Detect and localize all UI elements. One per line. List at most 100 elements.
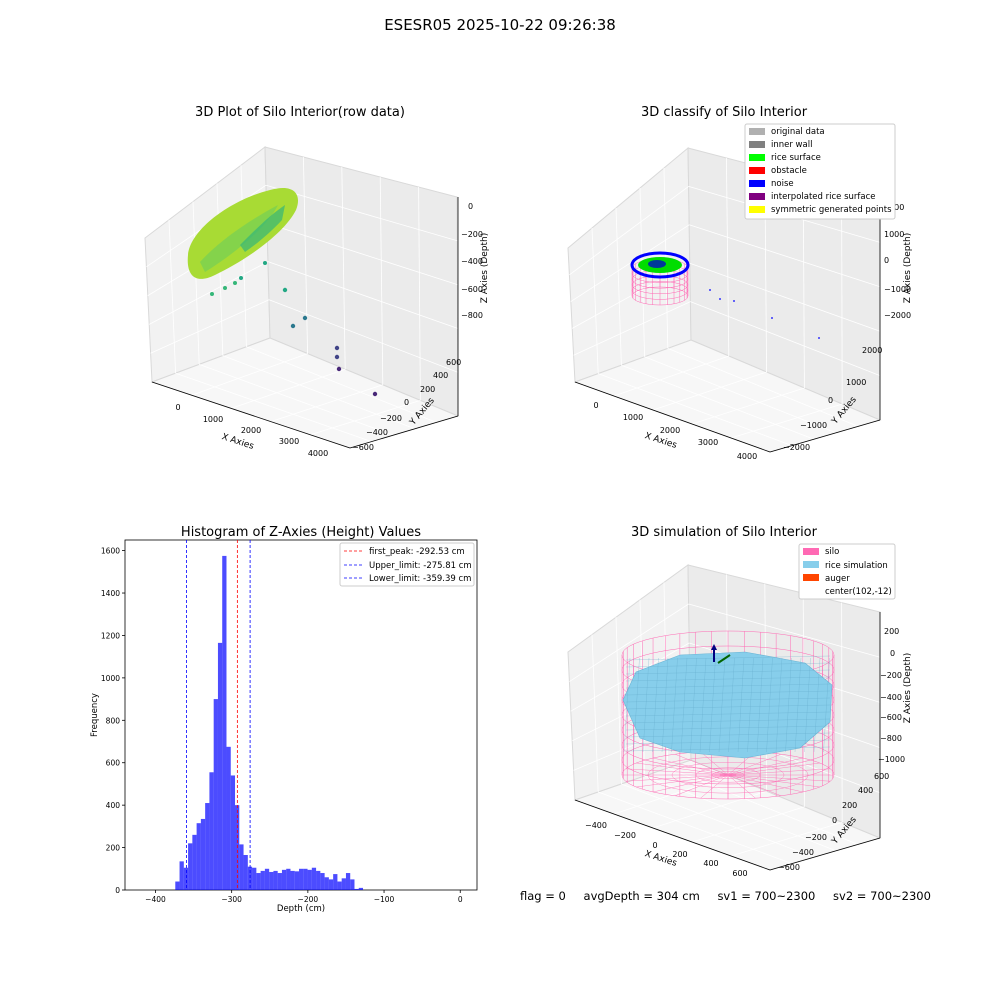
raw-point xyxy=(223,286,227,290)
grid-line xyxy=(267,261,458,329)
raw-x-label: X Axies xyxy=(220,432,255,452)
grid-line xyxy=(621,783,815,858)
histogram-bar xyxy=(286,868,291,890)
rice-mesh-line xyxy=(813,657,821,753)
silo-floor-spoke xyxy=(625,774,729,782)
raw-x-axis xyxy=(151,381,351,449)
silo-floor-spoke xyxy=(674,774,729,796)
simulation-y-tick: 400 xyxy=(858,786,873,795)
histogram-bar xyxy=(179,861,184,890)
rice-mesh-line xyxy=(652,657,659,753)
raw-point xyxy=(210,292,214,296)
grid-line xyxy=(667,348,859,427)
classify-noise-point xyxy=(771,317,773,319)
classify-legend-swatch xyxy=(749,206,765,213)
rice-mesh-line xyxy=(804,657,811,753)
raw-x-tick: 3000 xyxy=(279,437,299,446)
raw-z-ticks: 0 −200 −400 −600 −800 xyxy=(461,202,483,320)
raw-y-axis xyxy=(349,415,459,449)
classify-x-tick: 1000 xyxy=(623,413,643,422)
histogram-bar xyxy=(217,642,223,890)
grid-line xyxy=(570,642,690,712)
simulation-legend-label: auger xyxy=(825,574,850,584)
grid-line xyxy=(598,791,793,864)
grid-line xyxy=(341,166,346,370)
classify-z-tick: 0 xyxy=(884,256,889,265)
raw-cloud-shade xyxy=(200,205,278,272)
silo-floor-ring xyxy=(695,767,761,783)
simulation-z-tick: −600 xyxy=(880,713,902,722)
simulation-z-tick: 0 xyxy=(890,649,895,658)
simulation-x-tick: 400 xyxy=(703,859,718,868)
raw-point xyxy=(302,315,308,321)
grid-line xyxy=(591,634,599,793)
raw-point xyxy=(233,281,237,285)
histogram-x-tick-label: −300 xyxy=(221,895,242,904)
histogram-x-ticks: −400 −300 −200 −100 0 xyxy=(145,890,463,904)
histogram-bar xyxy=(213,699,218,890)
histogram-bar xyxy=(358,887,364,890)
raw-z-tick: −600 xyxy=(461,285,483,294)
classify-x-ticks: 0 1000 2000 3000 4000 xyxy=(593,401,757,461)
silo-floor-spoke xyxy=(653,774,729,793)
histogram-title: Histogram of Z-Axies (Height) Values xyxy=(181,525,421,540)
raw-cloud-inner xyxy=(240,205,285,252)
classify-x-tick: 2000 xyxy=(660,426,680,435)
grid-line xyxy=(168,219,176,374)
grid-line xyxy=(268,299,458,373)
histogram-bar xyxy=(273,870,278,890)
simulation-z-ticks: 200 0 −200 −400 −600 −800 −1000 xyxy=(878,627,905,764)
grid-line xyxy=(192,201,200,365)
rice-mesh-line xyxy=(625,739,831,745)
classify-legend-label: interpolated rice surface xyxy=(771,192,876,202)
legend-label-lower-limit: Lower_limit: -359.39 cm xyxy=(369,574,471,584)
rice-mesh-line xyxy=(775,657,783,753)
raw-x-tick: 1000 xyxy=(203,415,223,424)
grid-line xyxy=(652,790,767,829)
simulation-x-axis xyxy=(574,799,771,871)
simulation-x-ticks: −400 −200 0 200 400 600 xyxy=(585,821,748,878)
rice-mesh-line xyxy=(625,697,831,703)
simulation-panel: 3D simulation of Silo Interior −400 −200… xyxy=(567,525,913,878)
histogram-bar xyxy=(247,866,253,890)
grid-line xyxy=(149,261,269,325)
legend-label-first-peak: first_peak: -292.53 cm xyxy=(369,547,465,557)
silo-floor-spoke xyxy=(727,754,782,776)
grid-line xyxy=(246,346,437,423)
simulation-x-tick: 600 xyxy=(732,869,747,878)
grid-line xyxy=(615,207,622,366)
simulation-rice xyxy=(622,651,833,759)
classify-legend-swatch xyxy=(749,141,765,148)
simulation-title: 3D simulation of Silo Interior xyxy=(631,525,818,540)
classify-x-axis xyxy=(574,381,771,453)
histogram-bar xyxy=(328,879,334,890)
status-avg-depth: avgDepth = 304 cm xyxy=(583,889,700,903)
simulation-legend-box xyxy=(798,543,896,600)
classify-noise-ring xyxy=(630,251,690,279)
simulation-z-tick: −200 xyxy=(880,671,902,680)
classify-grid xyxy=(569,157,881,446)
grid-line xyxy=(621,364,815,440)
grid-line xyxy=(598,373,793,446)
histogram-bar xyxy=(277,873,282,890)
histogram-y-tick-label: 600 xyxy=(106,759,121,768)
silo-floor-spoke xyxy=(727,774,831,782)
histogram-bar xyxy=(175,881,180,890)
histogram-bar xyxy=(281,869,287,890)
rice-mesh-line xyxy=(623,657,631,753)
rice-mesh-line xyxy=(625,662,831,668)
silo-floor-ring xyxy=(671,762,785,788)
grid-line xyxy=(266,223,458,285)
grid-line xyxy=(652,371,767,411)
status-line: flag = 0 avgDepth = 304 cm sv1 = 700~230… xyxy=(520,889,945,903)
rice-mesh-line xyxy=(756,657,764,753)
simulation-y-axis xyxy=(769,837,881,871)
grid-line xyxy=(231,368,346,409)
classify-legend-box xyxy=(744,123,896,220)
histogram-bar xyxy=(345,873,351,890)
grid-line xyxy=(615,617,622,785)
classify-x-tick: 3000 xyxy=(698,438,718,447)
histogram-bar xyxy=(324,877,329,890)
histogram-bar xyxy=(350,879,355,890)
classify-noise-point xyxy=(709,289,711,291)
